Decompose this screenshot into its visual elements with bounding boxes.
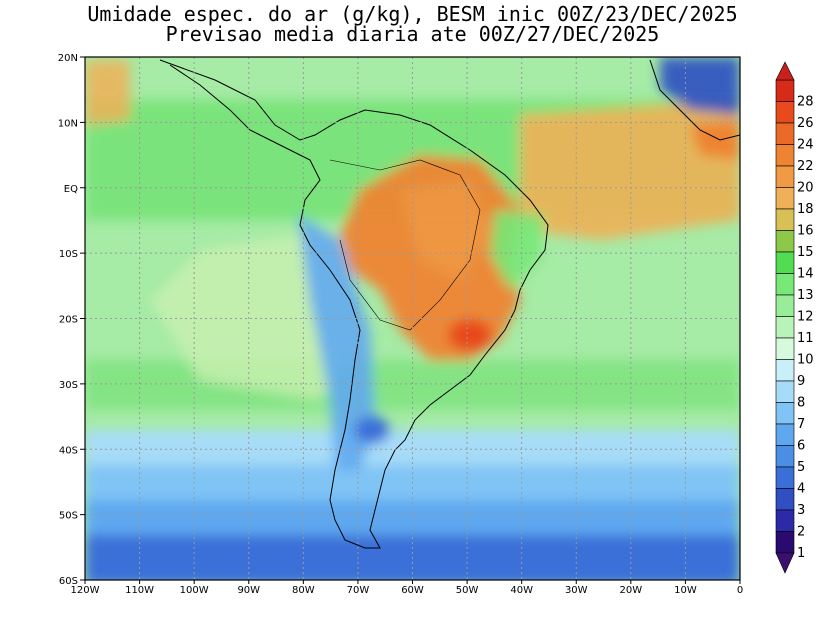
colorbar-label: 8	[797, 396, 805, 411]
lon-tick-label: 0	[737, 585, 743, 596]
colorbar-box	[775, 531, 795, 554]
coastlines	[159, 59, 740, 549]
lon-tick-label: 30W	[565, 585, 588, 596]
colorbar-label: 5	[797, 460, 805, 475]
lat-tick-label: 30S	[59, 380, 78, 391]
country-borders	[329, 159, 481, 331]
lon-tick-label: 10W	[674, 585, 697, 596]
lon-tick-label: 20W	[620, 585, 643, 596]
colorbar-label: 20	[797, 181, 814, 196]
colorbar-label: 2	[797, 525, 805, 540]
patagonia-dry-core	[354, 416, 390, 444]
colorbar-box	[775, 208, 795, 231]
northeast-brazil-area	[490, 210, 545, 290]
lat-tick-label: 20N	[58, 53, 78, 64]
colorbar-box	[775, 230, 795, 253]
colorbar-box	[775, 165, 795, 188]
colorbar-min-arrow	[775, 552, 795, 574]
lon-tick-label: 70W	[347, 585, 370, 596]
lon-tick-label: 90W	[237, 585, 260, 596]
title-line-1: Umidade espec. do ar (g/kg), BESM inic 0…	[87, 2, 738, 26]
africa-outline	[649, 59, 740, 141]
lat-tick-label: 60S	[59, 576, 78, 587]
colorbar-label: 14	[797, 267, 814, 282]
colorbar-box	[775, 509, 795, 532]
colorbar-max-arrow	[775, 61, 795, 81]
colorbar-box	[775, 273, 795, 296]
lon-tick-label: 100W	[180, 585, 209, 596]
colorbar-box	[775, 187, 795, 210]
lat-tick-label: 40S	[59, 445, 78, 456]
colorbar-label: 3	[797, 503, 805, 518]
southeast-brazil-max	[448, 319, 492, 351]
lon-tick-label: 110W	[125, 585, 154, 596]
colorbar-box	[775, 79, 795, 102]
sahara-dry-area	[660, 57, 740, 115]
colorbar-box	[775, 294, 795, 317]
guinea-coast-moist	[690, 120, 740, 160]
colorbar-label: 11	[797, 331, 814, 346]
colorbar-box	[775, 101, 795, 124]
colorbar: 28 26 24 22 20 18 16 15 14 13 12 11 10 9 8 7 6 5 4 3 2 1	[775, 61, 814, 574]
axes: 120W 110W 100W 90W 80W 70W 60W 50W 40W 30W 20W 10W 0…	[58, 53, 743, 596]
humidity-field	[85, 57, 740, 580]
andes-dry-strip	[298, 215, 375, 470]
colorbar-label: 4	[797, 482, 805, 497]
colorbar-label: 15	[797, 245, 814, 260]
colorbar-label: 1	[797, 546, 805, 561]
colorbar-label: 18	[797, 202, 814, 217]
colorbar-box	[775, 380, 795, 403]
colorbar-label: 6	[797, 439, 805, 454]
colorbar-label: 24	[797, 138, 814, 153]
lat-tick-label: 10N	[58, 118, 78, 129]
colorbar-label: 9	[797, 374, 805, 389]
colorbar-label: 26	[797, 116, 814, 131]
colorbar-box	[775, 445, 795, 468]
lat-tick-label: 10S	[59, 249, 78, 260]
colorbar-box	[775, 402, 795, 425]
colorbar-label: 16	[797, 224, 814, 239]
colorbar-label: 13	[797, 288, 814, 303]
lat-tick-label: EQ	[64, 184, 78, 195]
lon-tick-label: 40W	[510, 585, 533, 596]
lon-tick-label: 50W	[456, 585, 479, 596]
atlantic-moist-band	[520, 100, 740, 240]
lat-tick-label: 20S	[59, 315, 78, 326]
colorbar-box	[775, 337, 795, 360]
title-line-2: Previsao media diaria ate 00Z/27/DEC/202…	[165, 22, 660, 46]
colorbar-box	[775, 251, 795, 274]
lat-tick-label: 50S	[59, 511, 78, 522]
lon-tick-label: 120W	[71, 585, 100, 596]
colorbar-box	[775, 488, 795, 511]
colorbar-box	[775, 122, 795, 145]
brazil-moist-core	[400, 180, 490, 280]
colorbar-box	[775, 144, 795, 167]
pacific-moist-patch	[85, 60, 130, 125]
grid-lines	[85, 57, 740, 580]
colorbar-box	[775, 423, 795, 446]
colorbar-label: 22	[797, 159, 814, 174]
colorbar-label: 10	[797, 353, 814, 368]
colorbar-label: 7	[797, 417, 805, 432]
colorbar-box	[775, 316, 795, 339]
colorbar-label: 12	[797, 310, 814, 325]
colorbar-box	[775, 359, 795, 382]
lon-tick-label: 80W	[292, 585, 315, 596]
colorbar-label: 28	[797, 95, 814, 110]
colorbar-box	[775, 466, 795, 489]
south-america-outline	[159, 59, 549, 549]
lon-tick-label: 60W	[401, 585, 424, 596]
